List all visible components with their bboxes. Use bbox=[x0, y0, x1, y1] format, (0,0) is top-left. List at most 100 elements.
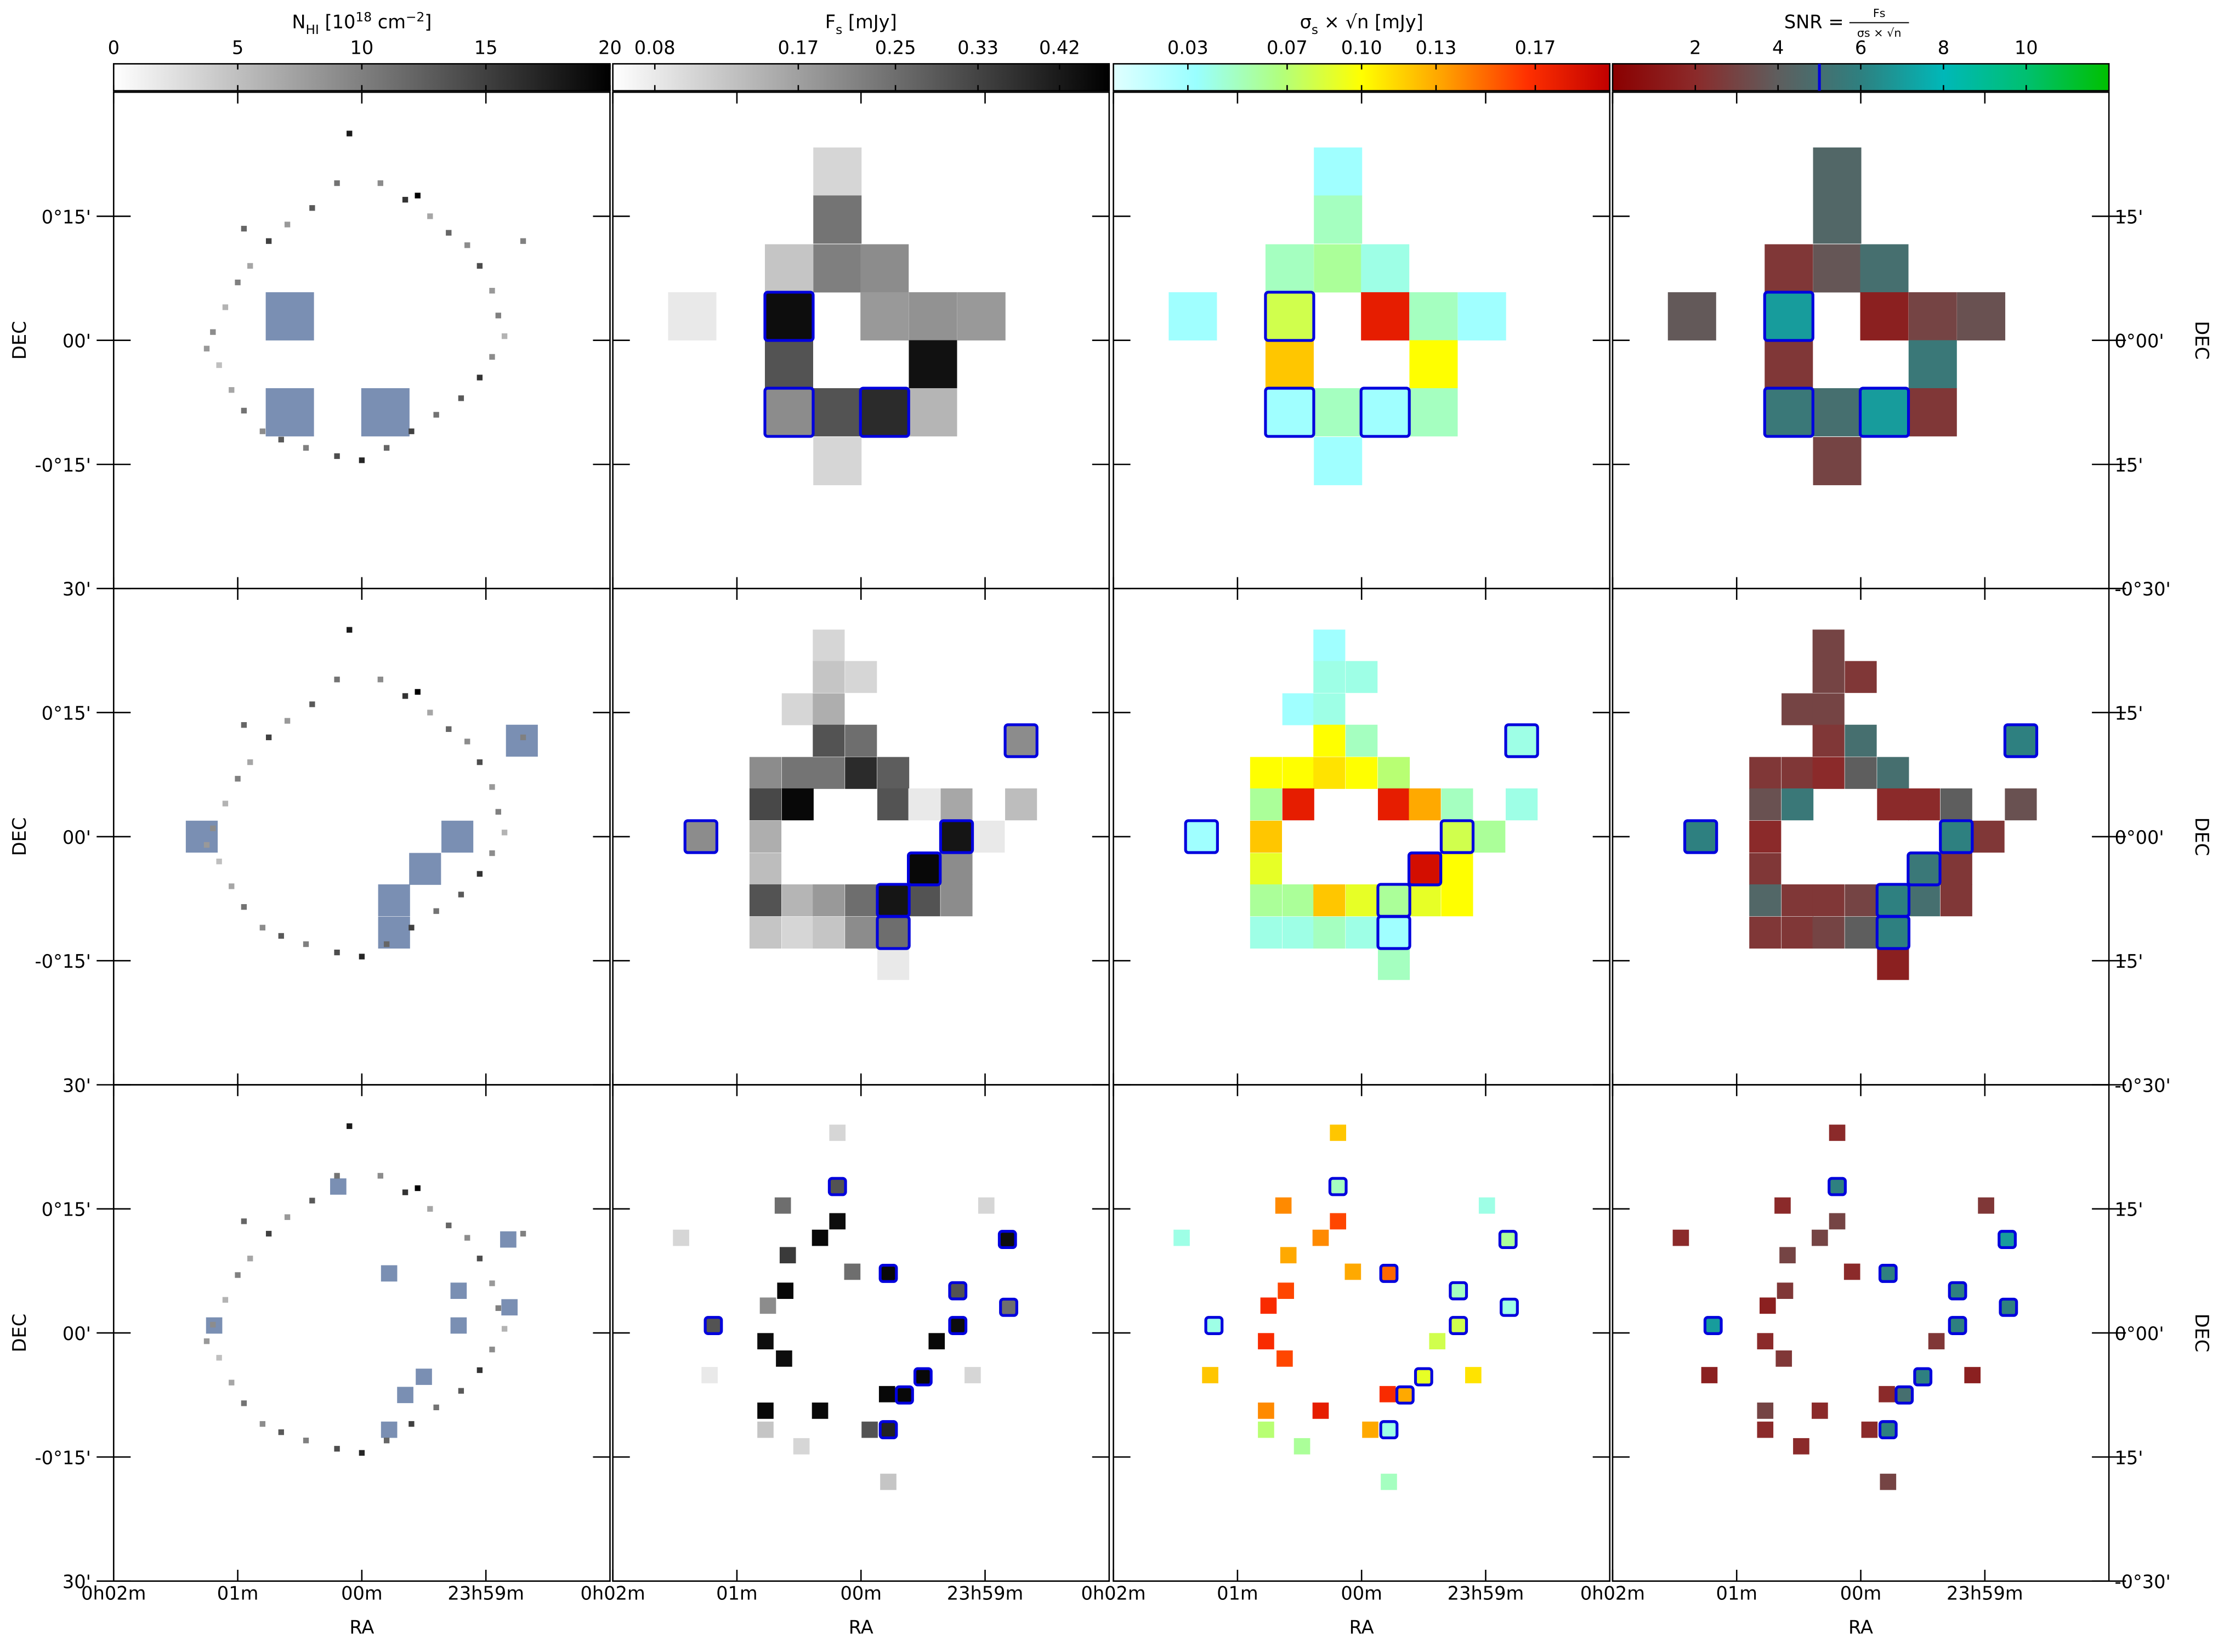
x-axis-label: RA bbox=[849, 1616, 873, 1638]
cell bbox=[1940, 884, 1972, 917]
cell bbox=[764, 244, 813, 293]
y-tick-label: -0°15' bbox=[35, 951, 91, 972]
cell bbox=[973, 820, 1005, 853]
cell bbox=[1258, 1421, 1274, 1438]
y-tick-label: 30' bbox=[63, 1075, 91, 1096]
aperture bbox=[878, 1420, 898, 1440]
aperture bbox=[1264, 291, 1315, 342]
cell bbox=[1908, 788, 1941, 821]
aperture bbox=[997, 1230, 1017, 1250]
colorbar-tick-label: 10 bbox=[2015, 37, 2038, 58]
cell bbox=[1258, 1403, 1274, 1419]
cell bbox=[1749, 788, 1782, 821]
cell bbox=[1782, 757, 1814, 789]
aperture bbox=[827, 1177, 847, 1196]
colorbar bbox=[612, 63, 1110, 92]
cell bbox=[1880, 1265, 1897, 1282]
cell bbox=[779, 1247, 796, 1264]
cell bbox=[1940, 788, 1972, 821]
cell bbox=[1346, 661, 1378, 693]
cell bbox=[1202, 1367, 1218, 1383]
cell bbox=[1749, 884, 1782, 917]
region bbox=[378, 884, 410, 917]
cell bbox=[1812, 629, 1845, 662]
y2-tick-label: 15' bbox=[2114, 1199, 2143, 1220]
nhi-pixel bbox=[489, 288, 495, 294]
nhi-pixel bbox=[309, 701, 315, 707]
cell bbox=[1314, 436, 1363, 485]
nhi-pixel bbox=[476, 759, 483, 765]
colorbar-label-part: SNR = bbox=[1784, 12, 1844, 33]
colorbar-tick-label: 0.13 bbox=[1416, 37, 1457, 58]
cell bbox=[781, 916, 814, 949]
cell bbox=[1782, 788, 1814, 821]
cell bbox=[1843, 1263, 1860, 1280]
x-tick-label: 00m bbox=[1341, 1582, 1382, 1604]
cell bbox=[1314, 388, 1363, 436]
cell bbox=[1330, 1213, 1347, 1230]
aperture bbox=[906, 851, 942, 887]
cell bbox=[1765, 292, 1813, 340]
cell bbox=[861, 1421, 878, 1438]
nhi-pixel bbox=[520, 734, 526, 741]
aperture bbox=[1328, 1177, 1348, 1196]
nhi-pixel bbox=[377, 1173, 383, 1179]
colorbar-tick-label: 0.07 bbox=[1267, 37, 1308, 58]
aperture bbox=[1948, 1316, 1967, 1335]
colorbar-label-part: σ bbox=[1300, 12, 1312, 33]
cell bbox=[1173, 1229, 1190, 1246]
cell bbox=[1409, 388, 1458, 436]
cell bbox=[1705, 1317, 1722, 1334]
cell bbox=[1782, 884, 1814, 917]
aperture bbox=[948, 1316, 968, 1335]
x-tick-label: 01m bbox=[1217, 1582, 1258, 1604]
nhi-pixel bbox=[229, 883, 235, 889]
cell bbox=[1908, 340, 1957, 389]
nhi-pixel bbox=[265, 238, 272, 244]
cell bbox=[1908, 853, 1941, 885]
cell bbox=[877, 948, 910, 980]
y-tick-label: 0°15' bbox=[42, 703, 91, 724]
x-tick-label: 01m bbox=[716, 1582, 758, 1604]
y2-axis-label: DEC bbox=[2191, 321, 2212, 360]
cell bbox=[1478, 1197, 1495, 1214]
region bbox=[500, 1231, 517, 1248]
nhi-pixel bbox=[203, 842, 210, 848]
cell bbox=[1465, 1367, 1482, 1383]
cell bbox=[1765, 244, 1813, 293]
cell bbox=[1978, 1197, 1994, 1214]
cell bbox=[781, 757, 814, 789]
cell bbox=[1441, 820, 1473, 853]
nhi-pixel bbox=[235, 279, 241, 286]
nhi-pixel bbox=[303, 445, 309, 451]
cell bbox=[813, 693, 845, 725]
colorbar-tick-label: 15 bbox=[474, 37, 498, 58]
x-tick-label: 0h02m bbox=[1081, 1582, 1145, 1604]
cell bbox=[1813, 195, 1862, 244]
aperture bbox=[876, 915, 911, 950]
nhi-pixel bbox=[347, 1123, 353, 1129]
cell bbox=[759, 1297, 776, 1314]
cell bbox=[1344, 1263, 1361, 1280]
colorbar-tick-label: 0.33 bbox=[957, 37, 998, 58]
cell bbox=[813, 147, 862, 196]
cell bbox=[1812, 724, 1845, 757]
cell bbox=[1265, 292, 1314, 340]
nhi-pixel bbox=[489, 354, 495, 360]
cell bbox=[915, 1369, 932, 1385]
cell bbox=[1185, 820, 1218, 853]
nhi-pixel bbox=[241, 904, 247, 910]
cell bbox=[813, 244, 862, 293]
y-tick-label: 00' bbox=[63, 331, 91, 352]
cell bbox=[1829, 1178, 1846, 1195]
cell bbox=[1908, 884, 1941, 917]
aperture bbox=[763, 291, 815, 342]
cell bbox=[877, 884, 910, 917]
cell bbox=[1250, 916, 1283, 949]
nhi-pixel bbox=[347, 627, 353, 633]
cell bbox=[1877, 884, 1909, 917]
x-tick-label: 23h59m bbox=[447, 1582, 524, 1604]
cell bbox=[813, 916, 845, 949]
nhi-pixel bbox=[334, 180, 340, 186]
cell bbox=[928, 1333, 945, 1350]
